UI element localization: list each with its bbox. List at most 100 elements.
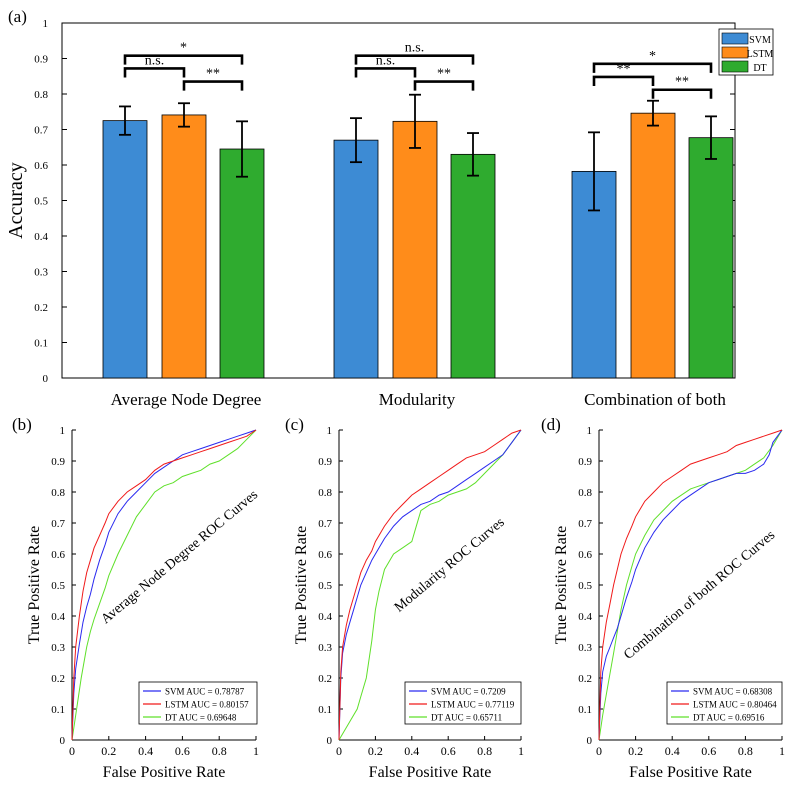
y-tick-label: 0.5 bbox=[51, 580, 65, 592]
roc-legend-label-lstm: LSTM AUC = 0.80157 bbox=[165, 700, 249, 710]
y-tick-label: 0.8 bbox=[318, 487, 332, 499]
y-tick-label: 0.5 bbox=[318, 580, 332, 592]
bar-dt bbox=[688, 137, 734, 379]
y-axis-label: True Positive Rate bbox=[293, 526, 310, 645]
y-tick-label: 1 bbox=[587, 425, 593, 437]
y-tick-label: 0 bbox=[60, 735, 66, 747]
roc-curve-title: Modularity ROC Curves bbox=[392, 515, 508, 615]
y-tick-label-a: 1 bbox=[43, 18, 49, 30]
roc-legend bbox=[404, 681, 522, 725]
y-axis-label: True Positive Rate bbox=[553, 526, 570, 645]
roc-legend-label-svm: SVM AUC = 0.78787 bbox=[165, 687, 245, 697]
y-tick-label: 0.6 bbox=[578, 549, 592, 561]
y-tick-label: 0.2 bbox=[318, 673, 332, 685]
x-tick-label: 0 bbox=[596, 744, 602, 758]
y-tick-label: 0.1 bbox=[318, 704, 332, 716]
x-tick-label: 0.2 bbox=[368, 744, 383, 758]
significance-label: n.s. bbox=[376, 53, 395, 68]
panel-label: (b) bbox=[12, 415, 32, 434]
x-tick-label: 0.6 bbox=[701, 744, 716, 758]
significance-bracket bbox=[182, 80, 244, 91]
significance-bracket bbox=[354, 67, 417, 78]
roc-curve-svm bbox=[338, 429, 522, 741]
significance-bracket bbox=[592, 62, 713, 73]
x-axis-label: False Positive Rate bbox=[369, 764, 492, 781]
bar-dt bbox=[219, 148, 265, 379]
panel-label-a: (a) bbox=[8, 7, 27, 26]
y-tick-label: 0.2 bbox=[51, 673, 65, 685]
x-tick-label: 0.8 bbox=[738, 744, 753, 758]
roc-curve-dt bbox=[71, 429, 257, 741]
x-axis-label: False Positive Rate bbox=[629, 764, 752, 781]
y-tick-label: 0.4 bbox=[578, 611, 592, 623]
legend-label-lstm: LSTM bbox=[747, 49, 774, 60]
y-tick-label: 0 bbox=[327, 735, 333, 747]
roc-curve-lstm bbox=[338, 429, 522, 741]
x-tick-label: 0.6 bbox=[175, 744, 190, 758]
bar-lstm bbox=[161, 114, 207, 379]
y-tick-label-a: 0.5 bbox=[34, 196, 48, 208]
y-tick-label-a: 0 bbox=[43, 373, 49, 385]
panel-label: (c) bbox=[285, 415, 304, 434]
legend-swatch-dt bbox=[721, 60, 749, 73]
x-tick-label: 0.8 bbox=[477, 744, 492, 758]
x-category-label: Average Node Degree bbox=[111, 390, 262, 409]
y-tick-label: 0.9 bbox=[318, 456, 332, 468]
y-tick-label: 0.9 bbox=[51, 456, 65, 468]
y-tick-label-a: 0.9 bbox=[34, 54, 48, 66]
y-tick-label: 0.6 bbox=[318, 549, 332, 561]
y-tick-label: 0.5 bbox=[578, 580, 592, 592]
y-tick-label: 0.4 bbox=[318, 611, 332, 623]
bar-svm bbox=[102, 120, 148, 379]
y-tick-label-a: 0.4 bbox=[34, 231, 48, 243]
roc-legend-label-svm: SVM AUC = 0.7209 bbox=[431, 687, 506, 697]
significance-label: * bbox=[180, 41, 187, 56]
y-tick-label: 0.8 bbox=[578, 487, 592, 499]
y-tick-label-a: 0.3 bbox=[34, 267, 48, 279]
bar-lstm bbox=[392, 120, 438, 379]
legend-label-svm: SVM bbox=[749, 35, 771, 46]
x-tick-label: 0.2 bbox=[628, 744, 643, 758]
legend-swatch-svm bbox=[721, 32, 749, 45]
y-tick-label: 0.8 bbox=[51, 487, 65, 499]
y-tick-label: 0.7 bbox=[51, 518, 65, 530]
y-tick-label: 0.4 bbox=[51, 611, 65, 623]
y-tick-label-a: 0.7 bbox=[34, 125, 48, 137]
significance-label: ** bbox=[206, 67, 220, 82]
significance-bracket bbox=[592, 75, 655, 86]
y-tick-label-a: 0.1 bbox=[34, 338, 48, 350]
roc-legend-label-dt: DT AUC = 0.69516 bbox=[693, 713, 765, 723]
y-tick-label: 0.6 bbox=[51, 549, 65, 561]
y-tick-label: 0.7 bbox=[578, 518, 592, 530]
roc-curve-svm bbox=[71, 429, 257, 741]
roc-legend-label-svm: SVM AUC = 0.68308 bbox=[693, 687, 773, 697]
y-tick-label: 1 bbox=[327, 425, 333, 437]
x-tick-label: 0.4 bbox=[404, 744, 419, 758]
legend-label-dt: DT bbox=[753, 63, 766, 74]
panel-a-bar-chart: (a) 0 0.1 0.2 0.3 0.4 0.5 0.6 0.7 0.8 0.9 1 Accuracy… bbox=[5, 7, 773, 409]
legend-swatch-lstm bbox=[721, 46, 749, 59]
significance-bracket bbox=[651, 88, 713, 99]
significance-label: * bbox=[649, 49, 656, 64]
x-tick-label: 0.2 bbox=[101, 744, 116, 758]
significance-label: n.s. bbox=[405, 41, 424, 56]
y-tick-label: 0.3 bbox=[578, 642, 592, 654]
significance-label: ** bbox=[617, 62, 631, 77]
x-tick-label: 0.4 bbox=[138, 744, 153, 758]
y-tick-label: 0.3 bbox=[51, 642, 65, 654]
x-tick-label: 0.6 bbox=[441, 744, 456, 758]
bar-lstm bbox=[630, 112, 676, 379]
roc-curve-lstm bbox=[71, 429, 257, 741]
significance-bracket bbox=[123, 54, 244, 65]
y-tick-label-a: 0.8 bbox=[34, 89, 48, 101]
x-tick-label: 1 bbox=[518, 744, 524, 758]
x-tick-label: 1 bbox=[253, 744, 259, 758]
y-tick-label: 0.3 bbox=[318, 642, 332, 654]
y-axis-label-a: Accuracy bbox=[5, 162, 27, 239]
bar-svm bbox=[333, 139, 379, 379]
x-category-label: Combination of both bbox=[584, 390, 726, 409]
panel-b-roc-chart: (b) 0 0.1 0.2 0.3 0.4 0.5 0.6 0.7 0.8 0.9 1 0 0.2 0.4 0… bbox=[12, 415, 261, 781]
y-tick-label-a: 0.2 bbox=[34, 302, 48, 314]
roc-legend-label-lstm: LSTM AUC = 0.77119 bbox=[431, 700, 515, 710]
